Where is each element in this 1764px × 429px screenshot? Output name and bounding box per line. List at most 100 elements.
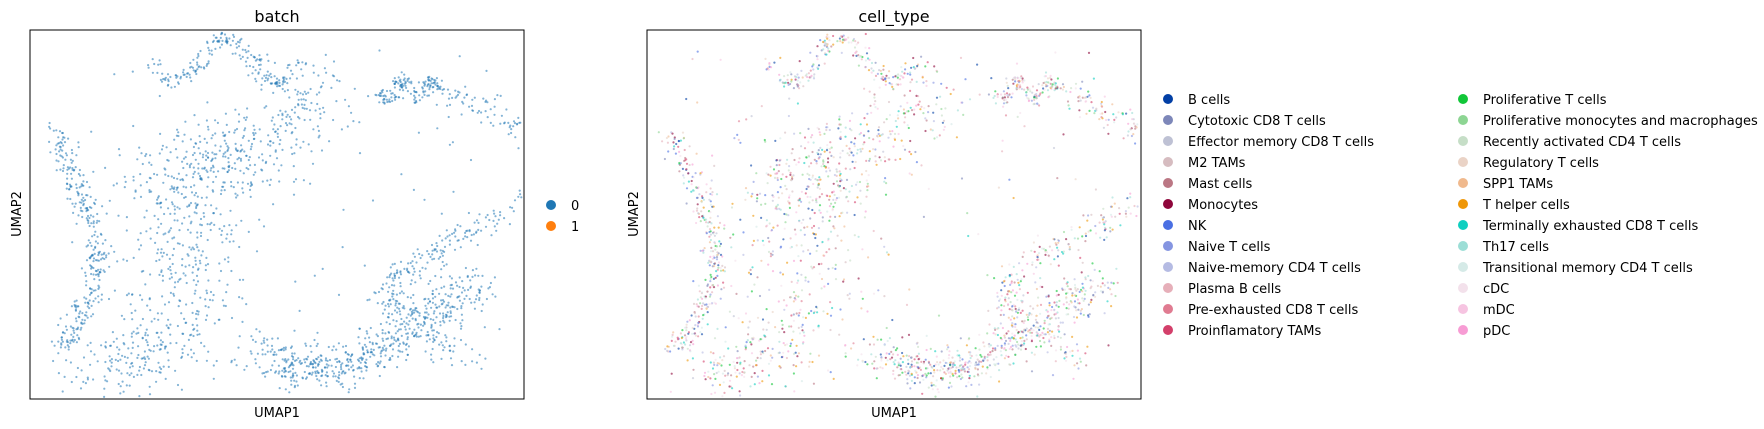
scatter-point xyxy=(132,256,135,259)
scatter-point xyxy=(66,172,69,175)
scatter-point xyxy=(167,207,170,210)
scatter-point xyxy=(73,331,76,334)
scatter-point xyxy=(803,136,807,139)
scatter-point xyxy=(868,90,871,93)
scatter-point xyxy=(1110,305,1113,308)
scatter-point xyxy=(983,355,986,358)
scatter-point xyxy=(453,337,456,340)
scatter-point xyxy=(935,355,938,358)
scatter-point xyxy=(929,363,932,366)
scatter-point xyxy=(75,183,78,186)
scatter-point xyxy=(1000,93,1003,96)
scatter-point xyxy=(461,319,464,322)
scatter-point xyxy=(797,255,800,258)
scatter-point xyxy=(216,40,219,43)
scatter-point xyxy=(448,239,451,242)
scatter-point xyxy=(393,93,396,97)
scatter-point xyxy=(411,317,414,320)
scatter-point xyxy=(789,342,793,345)
scatter-point xyxy=(713,226,716,229)
scatter-point xyxy=(377,361,380,364)
scatter-point xyxy=(947,357,950,360)
scatter-point xyxy=(828,128,831,132)
scatter-point xyxy=(92,289,95,292)
scatter-point xyxy=(855,43,858,46)
scatter-point xyxy=(685,97,688,101)
scatter-point xyxy=(189,76,192,79)
scatter-point xyxy=(670,339,673,342)
scatter-point xyxy=(736,357,739,360)
scatter-point xyxy=(1039,333,1042,336)
scatter-point xyxy=(399,323,402,326)
scatter-point xyxy=(992,96,995,99)
scatter-point xyxy=(1004,114,1008,117)
scatter-point xyxy=(758,382,761,385)
scatter-point xyxy=(161,341,164,344)
scatter-point xyxy=(1012,265,1015,268)
scatter-point xyxy=(464,235,467,238)
scatter-point xyxy=(873,93,876,96)
scatter-point xyxy=(222,134,225,137)
scatter-point xyxy=(287,358,290,361)
scatter-point xyxy=(478,296,481,300)
scatter-point xyxy=(418,99,421,102)
scatter-point xyxy=(206,223,209,226)
plot-frame-batch xyxy=(29,29,525,400)
scatter-point xyxy=(473,301,476,304)
scatter-point xyxy=(85,314,88,317)
scatter-point xyxy=(159,251,163,254)
scatter-point xyxy=(1055,304,1058,307)
scatter-point xyxy=(468,230,471,233)
scatter-point xyxy=(480,229,483,232)
scatter-point xyxy=(440,268,443,271)
scatter-point xyxy=(242,134,245,138)
scatter-point xyxy=(892,346,895,349)
scatter-point xyxy=(988,345,991,348)
scatter-point xyxy=(903,72,906,75)
scatter-point xyxy=(988,323,991,326)
scatter-point xyxy=(250,145,253,148)
scatter-point xyxy=(193,151,196,155)
scatter-point xyxy=(678,170,681,173)
scatter-point xyxy=(360,367,363,370)
scatter-point xyxy=(742,231,745,234)
scatter-point xyxy=(389,89,392,92)
scatter-point xyxy=(672,331,675,334)
scatter-point xyxy=(263,74,266,77)
scatter-point xyxy=(932,383,935,387)
scatter-point xyxy=(902,144,905,148)
scatter-point xyxy=(90,315,93,318)
scatter-point xyxy=(200,196,203,199)
scatter-point xyxy=(448,243,451,246)
scatter-point xyxy=(234,142,237,145)
scatter-point xyxy=(1052,146,1056,150)
scatter-point xyxy=(305,344,308,347)
scatter-point xyxy=(791,177,794,180)
scatter-point xyxy=(965,344,969,347)
scatter-point xyxy=(130,332,133,335)
scatter-point xyxy=(248,188,252,191)
scatter-point xyxy=(403,267,406,270)
scatter-point xyxy=(1006,96,1010,99)
scatter-point xyxy=(875,367,878,370)
scatter-point xyxy=(1109,230,1112,233)
scatter-point xyxy=(857,277,860,280)
scatter-point xyxy=(801,329,804,332)
scatter-point xyxy=(847,41,850,44)
scatter-point xyxy=(1046,89,1050,92)
scatter-point xyxy=(1059,87,1062,90)
scatter-point xyxy=(701,195,704,198)
scatter-point xyxy=(82,356,86,359)
scatter-point xyxy=(769,66,773,69)
scatter-point xyxy=(811,176,814,179)
scatter-point xyxy=(335,348,338,351)
scatter-point xyxy=(1028,312,1031,315)
scatter-point xyxy=(1136,205,1139,208)
scatter-point xyxy=(988,364,992,367)
scatter-point xyxy=(687,180,691,183)
scatter-point xyxy=(848,147,851,150)
scatter-point xyxy=(681,346,684,349)
scatter-point xyxy=(884,160,887,163)
scatter-point xyxy=(286,82,289,85)
scatter-point xyxy=(206,41,209,45)
